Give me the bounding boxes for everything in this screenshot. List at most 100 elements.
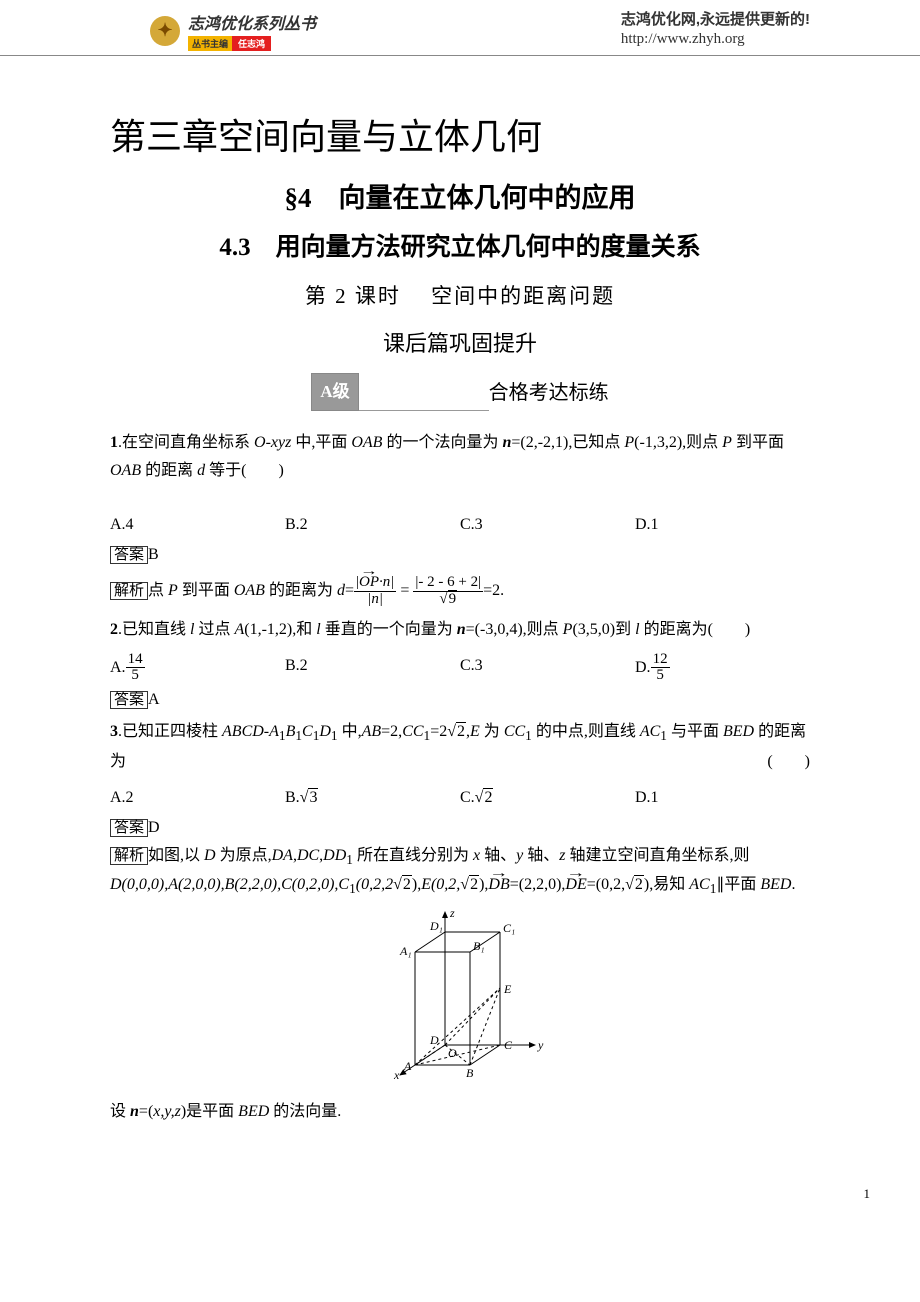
q2-ans-label: 答案: [110, 691, 148, 709]
q2-tb: 过点: [194, 621, 234, 638]
site-tagline: 志鸿优化网,永远提供更新的!: [621, 10, 810, 30]
q3-xyz: x,y,z: [153, 1103, 181, 1120]
q2-te: =(-3,0,4),则点: [466, 621, 563, 638]
q3-cc1b: CC: [504, 723, 525, 740]
q1-opt-a: A.4: [110, 511, 285, 539]
q3-C: C: [302, 723, 313, 740]
page-header: ✦ 志鸿优化系列丛书 丛书主编 任志鸿 志鸿优化网,永远提供更新的! http:…: [0, 0, 920, 56]
q3-sq3: √: [625, 876, 634, 893]
q2-tg: 的距离为( ): [640, 621, 751, 638]
q2-ta: .已知直线: [118, 621, 190, 638]
q3-tg: 的中点,则直线: [532, 723, 640, 740]
q3-s7: 1: [660, 728, 667, 743]
q3-options: A.2 B.√3 C.√2 D.1: [110, 784, 810, 812]
prism-diagram: z y x D₁ C₁: [110, 907, 810, 1092]
q3-opt-d: D.1: [635, 784, 810, 812]
q3-th: 与平面: [667, 723, 723, 740]
q3-deval: =(0,2,: [587, 876, 625, 893]
q2-options: A.145 B.2 C.3 D.125: [110, 652, 810, 685]
q1-options: A.4 B.2 C.3 D.1: [110, 511, 810, 539]
q1-t-b: 中,平面: [291, 434, 351, 451]
q1-oab2: OAB: [110, 462, 141, 479]
q1-f2dr: √: [439, 591, 447, 607]
q2-od-n: 12: [651, 652, 670, 669]
q3-c1c: (0,2,2: [356, 876, 393, 893]
problem-1: 1.在空间直角坐标系 O-xyz 中,平面 OAB 的一个法向量为 n=(2,-…: [110, 429, 810, 485]
logo-block: ✦ 志鸿优化系列丛书 丛书主编 任志鸿: [150, 10, 316, 51]
q1-expl-a: 点: [148, 582, 168, 599]
chapter-title: 第三章空间向量与立体几何: [110, 106, 810, 169]
page-number: 1: [0, 1126, 920, 1222]
logo-text-block: 志鸿优化系列丛书 丛书主编 任志鸿: [188, 10, 316, 51]
lbl-C1: C₁: [503, 921, 515, 935]
q2-oa-frac: 145: [126, 652, 145, 685]
q3-dd1: DD: [323, 847, 346, 864]
level-badge: A级: [311, 373, 358, 411]
lbl-x: x: [393, 1068, 400, 1082]
q1-expl-row: 解析点 P 到平面 OAB 的距离为 d=|OP·n||n| = |- 2 - …: [110, 575, 810, 608]
q1-expl-p: P: [168, 582, 178, 599]
q3-ob-p: B.: [285, 789, 300, 806]
logo-series: 志鸿优化系列丛书: [188, 10, 316, 34]
q1-frac1: |OP·n||n|: [354, 575, 396, 608]
q3-E: E: [470, 723, 480, 740]
q3-ee: 轴、: [523, 847, 559, 864]
q2-opt-d: D.125: [635, 652, 810, 685]
q1-res: =2.: [483, 582, 504, 599]
q3-s9: 1: [349, 881, 356, 896]
prism-svg: z y x D₁ C₁: [370, 907, 550, 1082]
q1-p2: P: [722, 434, 732, 451]
q2-opt-a: A.145: [110, 652, 285, 685]
editor-badge: 丛书主编 任志鸿: [188, 36, 316, 51]
q3-num: 3: [110, 723, 118, 740]
q3-td: =2: [430, 723, 447, 740]
q2-td: 垂直的一个向量为: [321, 621, 457, 638]
lbl-z: z: [449, 907, 455, 920]
q1-expl-b: 到平面: [178, 582, 234, 599]
q1-expl-oab: OAB: [234, 582, 265, 599]
q3-sqrt: √: [447, 723, 456, 740]
q3-cl3: ),易知: [644, 876, 689, 893]
q3-s6: 1: [525, 728, 532, 743]
q1-p: P: [624, 434, 634, 451]
q3-ob-v: 3: [308, 788, 318, 806]
q1-eq1: =: [345, 582, 354, 599]
q3-eb: 为原点,: [216, 847, 272, 864]
q3-ec: 所在直线分别为: [353, 847, 473, 864]
q2-oa-p: A.: [110, 658, 126, 675]
q3-sv1: 2: [402, 875, 412, 893]
q3-D: D: [319, 723, 331, 740]
q3-eD: D: [204, 847, 216, 864]
q3-tb: 中,: [338, 723, 362, 740]
q1-f1d: |n|: [354, 592, 396, 608]
lbl-A1: A₁: [399, 944, 412, 958]
q2-tc: (1,-1,2),和: [244, 621, 316, 638]
q3-period: .: [791, 876, 795, 893]
q2-P: P: [563, 621, 573, 638]
q1-expl-d: d: [337, 582, 345, 599]
q3-x: x: [473, 847, 480, 864]
q1-t-h: 等于( ): [205, 462, 284, 479]
q3-tf: 为: [480, 723, 504, 740]
q3-cA: D(0,0,0),A(2,0,0),B(2,2,0),C(0,2,0),C: [110, 876, 349, 893]
lbl-B1: B₁: [473, 939, 485, 953]
q3-fb: =(: [139, 1103, 153, 1120]
q3-bed2: BED: [760, 876, 791, 893]
practice-title: 课后篇巩固提升: [110, 325, 810, 364]
problem-2: 2.已知直线 l 过点 A(1,-1,2),和 l 垂直的一个向量为 n=(-3…: [110, 616, 810, 644]
q3-dbval: =(2,2,0),: [510, 876, 566, 893]
q1-answer: B: [148, 546, 159, 563]
q1-t-e: (-1,3,2),则点: [634, 434, 722, 451]
q2-oa-n: 14: [126, 652, 145, 669]
q3-bed: BED: [723, 723, 754, 740]
level-row: A级 合格考达标练: [110, 373, 810, 411]
lbl-D1: D₁: [429, 919, 443, 933]
logo-icon: ✦: [150, 16, 180, 46]
q3-dc: DC: [297, 847, 319, 864]
q1-d: d: [197, 462, 205, 479]
level-text: 合格考达标练: [489, 382, 609, 404]
q3-ef: 轴建立空间直角坐标系,则: [565, 847, 749, 864]
q2-A: A: [234, 621, 244, 638]
q3-bed3: BED: [238, 1103, 269, 1120]
q3-answer: D: [148, 819, 160, 836]
